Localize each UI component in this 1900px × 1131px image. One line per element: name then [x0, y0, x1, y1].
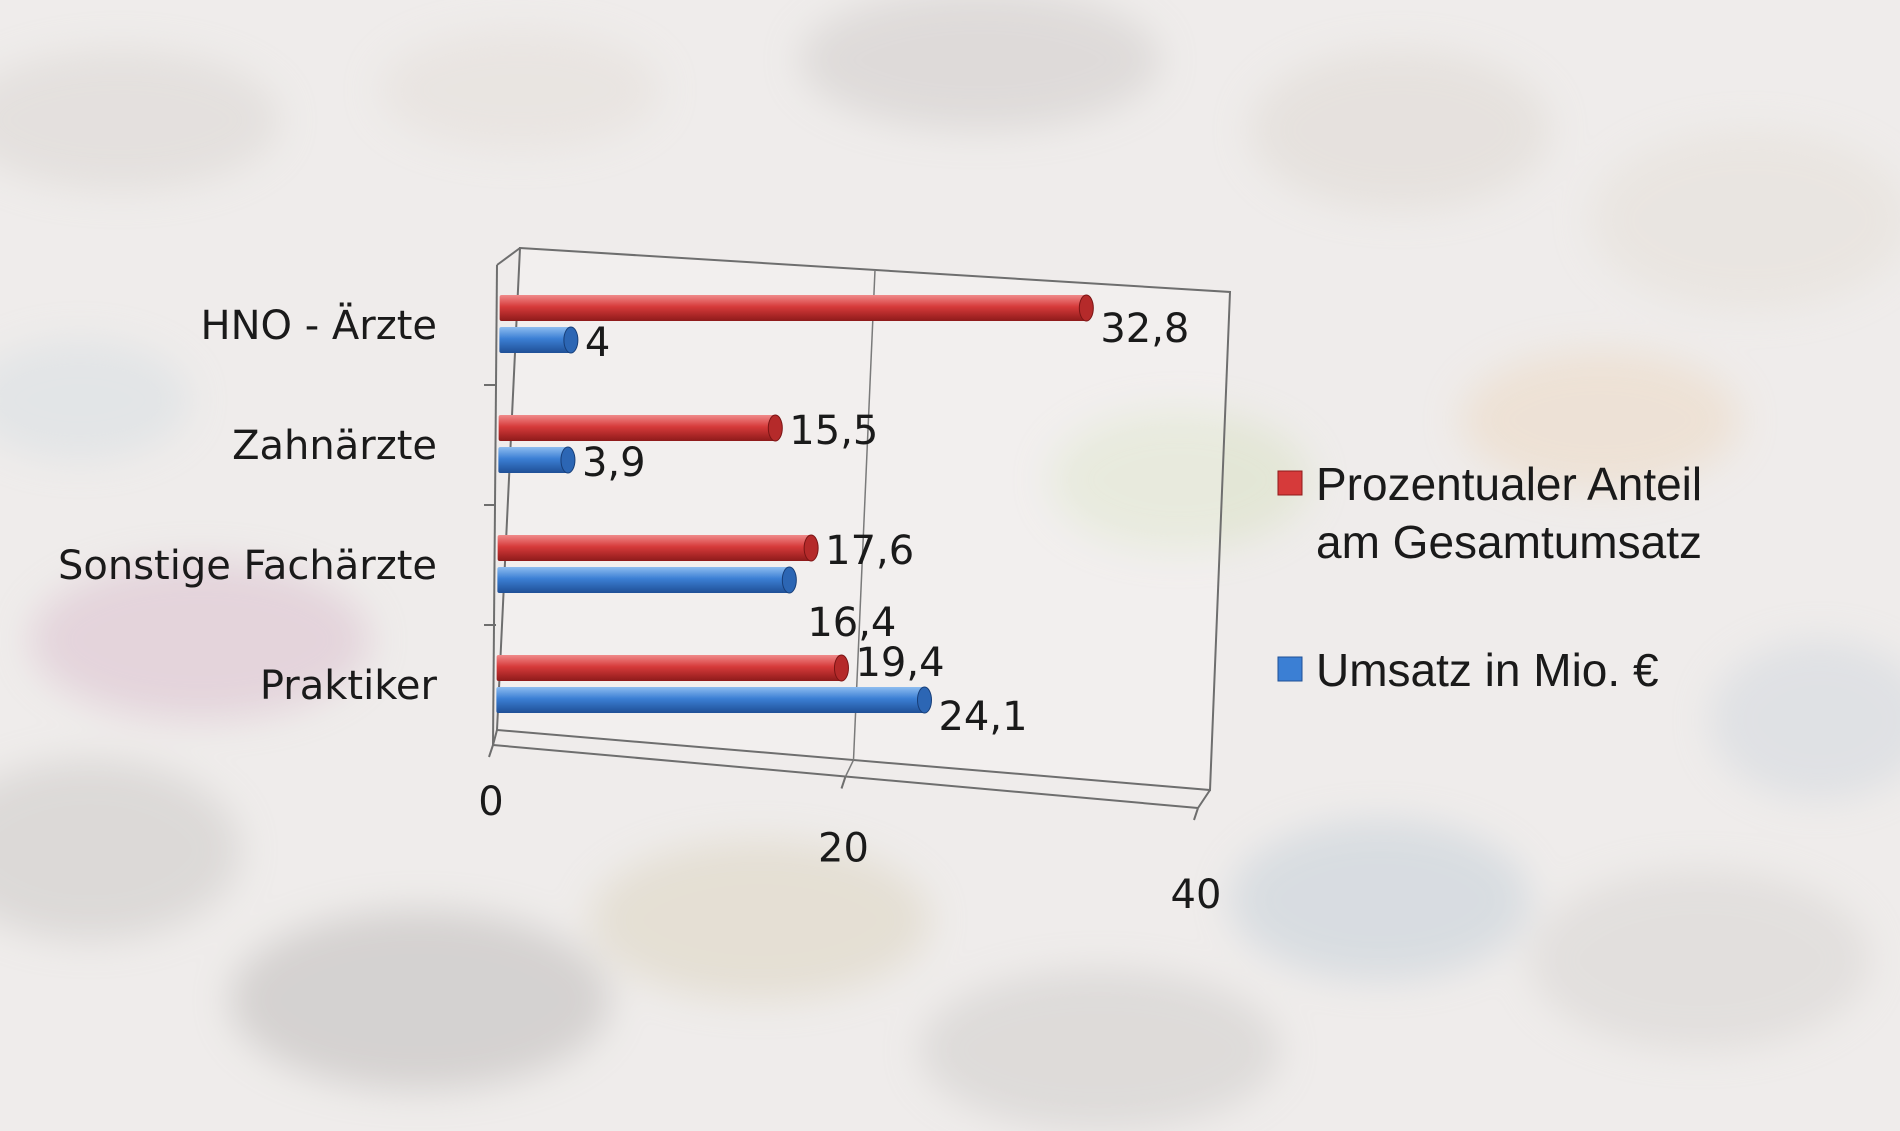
bar-body — [497, 535, 812, 561]
gridlines — [844, 269, 876, 777]
legend-label-red-line-2: am Gesamtumsatz — [1316, 516, 1702, 568]
bar-cap — [563, 326, 579, 354]
bars — [496, 294, 1094, 714]
bar-body — [498, 415, 776, 441]
legend-swatch-blue — [1277, 656, 1303, 682]
bar-blue-1 — [498, 446, 576, 474]
bar-cap — [767, 414, 783, 442]
value-label-blue-0: 4 — [585, 320, 610, 366]
category-label-1: Zahnärzte — [232, 423, 437, 469]
legend-item-red: Prozentualer Anteil am Gesamtumsatz — [1277, 458, 1702, 568]
bar-red-2 — [497, 534, 819, 562]
bar-body — [499, 327, 571, 353]
value-label-blue-3: 24,1 — [938, 694, 1027, 740]
bar-cap — [560, 446, 576, 474]
gridline-20 — [852, 269, 876, 761]
depth-edge-top — [496, 247, 521, 266]
x-tick-labels: 0 20 40 — [478, 744, 1222, 918]
x-tick-label-2: 40 — [1171, 872, 1222, 918]
category-label-2: Sonstige Fachärzte — [58, 543, 437, 589]
category-labels: HNO - Ärzte Zahnärzte Sonstige Fachärzte Pr… — [58, 301, 438, 709]
bar-cap — [803, 534, 819, 562]
value-labels: 32,8 4 15,5 3,9 17,6 16,419,4 24,1 — [582, 306, 1189, 740]
bar-red-0 — [499, 294, 1094, 322]
category-label-0: HNO - Ärzte — [201, 301, 437, 349]
value-label-red-3: 19,4 — [855, 640, 944, 686]
legend-label-red-line-1: Prozentualer Anteil — [1316, 458, 1702, 510]
category-label-3: Praktiker — [260, 663, 438, 709]
value-label-red-0: 32,8 — [1100, 306, 1189, 352]
y-axis-ticks — [484, 384, 496, 626]
bar-red-1 — [498, 414, 783, 442]
value-label-blue-2: 16,4 — [807, 600, 896, 646]
legend: Prozentualer Anteil am Gesamtumsatz Umsa… — [1277, 458, 1702, 696]
bar-cap — [916, 686, 932, 714]
value-label-red-2: 17,6 — [825, 528, 914, 574]
x-tick-mark-1 — [840, 776, 847, 789]
legend-swatch-red — [1277, 470, 1303, 496]
legend-item-blue: Umsatz in Mio. € — [1277, 644, 1659, 696]
x-tick-label-1: 20 — [818, 826, 869, 872]
bar-body — [499, 295, 1087, 321]
value-label-blue-1: 3,9 — [582, 440, 646, 486]
bar-cap — [1078, 294, 1094, 322]
x-tick-label-0: 0 — [478, 779, 503, 825]
bar-blue-3 — [496, 686, 932, 714]
value-label-red-1: 15,5 — [789, 408, 878, 454]
bar-body — [496, 687, 925, 713]
bar-blue-0 — [499, 326, 579, 354]
bar-body — [498, 447, 568, 473]
bar-body — [496, 655, 842, 681]
legend-label-blue: Umsatz in Mio. € — [1316, 644, 1659, 696]
bar-cap — [781, 566, 797, 594]
x-tick-mark-2 — [1193, 807, 1199, 821]
bar-body — [497, 567, 790, 593]
gridline-depth-20 — [844, 759, 855, 777]
x-tick-mark-0 — [488, 744, 494, 758]
bar-blue-2 — [497, 566, 797, 594]
bar-cap — [833, 654, 849, 682]
depth-edge-bottom-right — [1197, 789, 1211, 809]
bar-red-3 — [496, 654, 849, 682]
